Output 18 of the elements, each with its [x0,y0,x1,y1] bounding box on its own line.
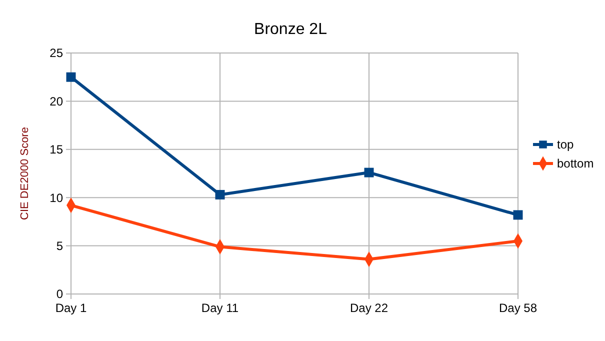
y-tick-label: 15 [50,142,64,157]
x-tick-label: Day 22 [350,301,388,315]
y-tick-label: 25 [50,46,64,60]
legend-label: top [557,138,574,152]
legend-label: bottom [557,156,594,171]
x-tick-label: Day 1 [55,301,87,315]
y-tick-label: 5 [56,239,64,253]
y-axis-title: CIE DE2000 Score [19,127,31,220]
x-tick-label: Day 58 [498,301,538,315]
y-tick-label: 20 [50,94,64,108]
point [513,210,523,220]
chart-title: Bronze 2L [254,21,328,38]
point [364,168,374,178]
point [66,72,76,82]
y-tick-label: 10 [50,190,64,205]
point [215,190,225,200]
y-tick-label: 0 [56,287,64,302]
x-tick-label: Day 11 [201,301,239,315]
